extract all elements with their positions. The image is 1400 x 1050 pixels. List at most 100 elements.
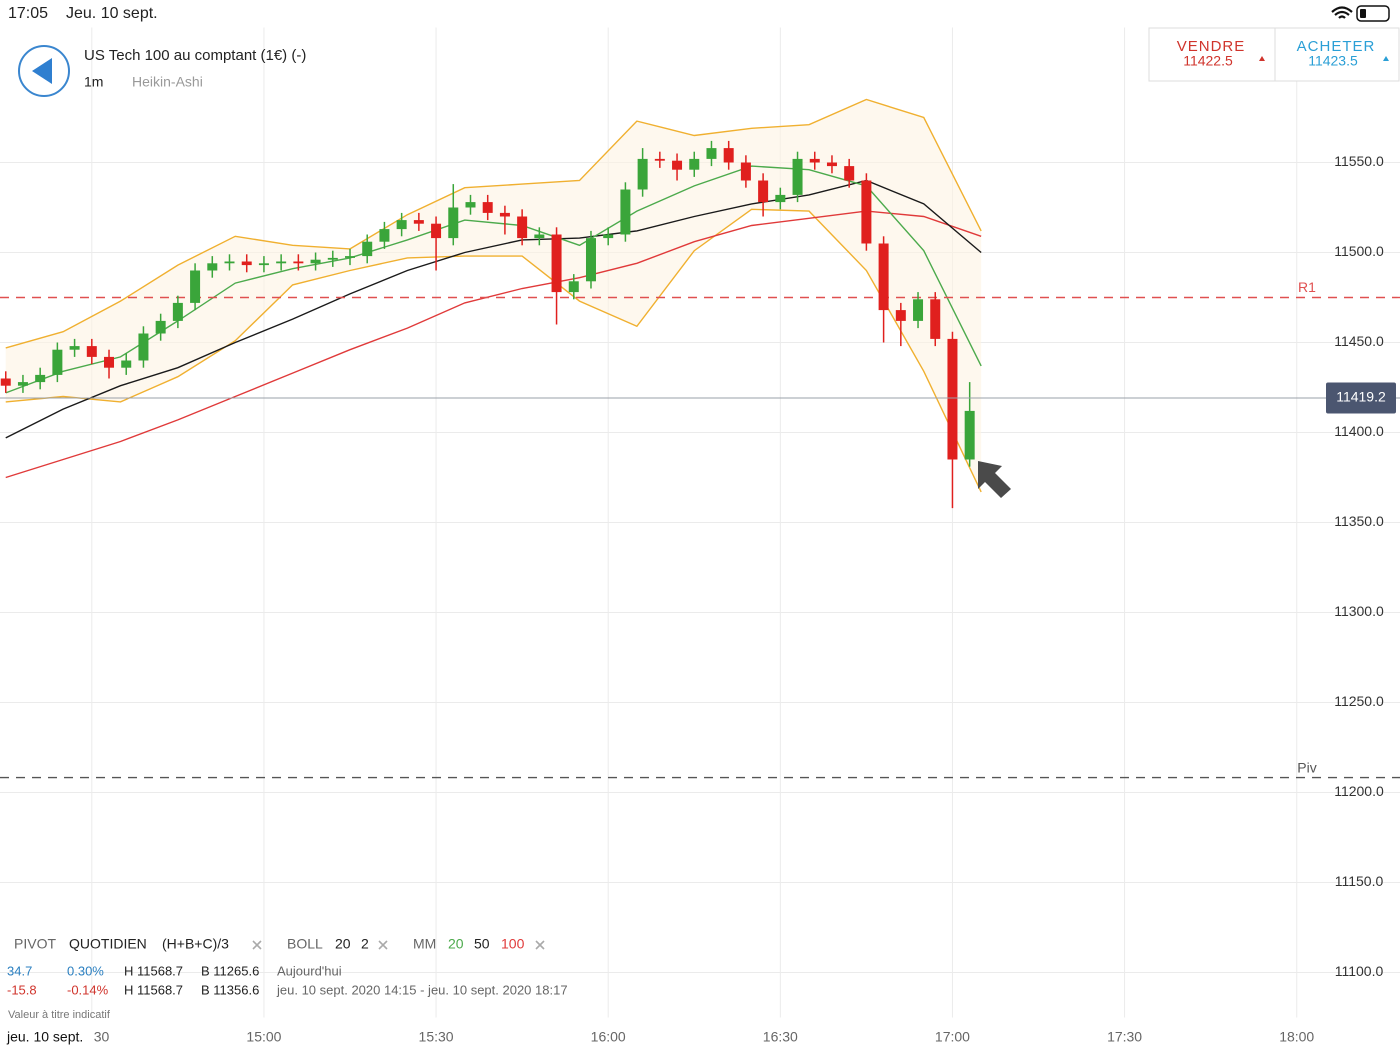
last-price-tag (1326, 382, 1396, 414)
change-pct: -0.14% (67, 982, 109, 997)
date-label: jeu. 10 sept. (6, 1029, 83, 1045)
boll-lower-line (5, 208, 982, 493)
candle-body (861, 180, 872, 244)
legend-boll: BOLL (287, 936, 323, 952)
instrument-title: US Tech 100 au comptant (1€) (-) (84, 47, 306, 64)
candle-body (758, 180, 769, 203)
y-tick-label: 11500.0 (1334, 243, 1384, 259)
high: H 11568.7 (124, 982, 183, 997)
candle-body (69, 346, 80, 350)
remove-mm[interactable] (535, 940, 545, 950)
change: 34.7 (7, 963, 32, 978)
interval[interactable]: 1m (84, 74, 103, 90)
sell-price[interactable]: 11422.5 (1183, 53, 1233, 69)
candle-body (930, 299, 941, 339)
candle-body (534, 234, 545, 239)
x-tick-label: 17:30 (1107, 1029, 1142, 1045)
bollinger-band (5, 99, 982, 492)
legend-boll-dev: 2 (361, 936, 369, 952)
change-pct: 0.30% (67, 963, 104, 978)
candle-body (431, 223, 442, 239)
candle-body (689, 158, 700, 170)
candle-body (792, 158, 803, 195)
quote-frame (1148, 27, 1400, 82)
remove-boll[interactable] (378, 940, 388, 950)
candle-body (654, 158, 665, 161)
clock: 17:05 (8, 5, 48, 22)
candle-body (740, 162, 751, 181)
candle-body (775, 194, 786, 203)
candle-body (413, 220, 424, 224)
quote-box: VENDRE 11422.5 ACHETER 11423.5 (1148, 27, 1400, 82)
ma50-line (5, 179, 982, 439)
candle-body (482, 202, 493, 213)
candle-body (155, 320, 166, 334)
x-tick-label: 15:30 (419, 1029, 454, 1045)
candle-body (241, 261, 252, 266)
candle-body (138, 333, 149, 361)
candle-body (362, 241, 373, 257)
x-tick-label: 15:00 (246, 1029, 281, 1045)
x-tick-label: 17:00 (935, 1029, 970, 1045)
battery-icon (1356, 5, 1390, 22)
status-bar: 17:05 Jeu. 10 sept. (8, 5, 1390, 22)
buy-price[interactable]: 11423.5 (1308, 53, 1358, 69)
candle-body (224, 261, 235, 264)
candle-body (258, 263, 269, 266)
plot-layer: R1 Piv 11419.2 (0, 98, 1400, 779)
candle-body (190, 270, 201, 303)
date-label-bg (0, 1027, 94, 1049)
low: B 11356.6 (201, 982, 259, 997)
header[interactable]: US Tech 100 au comptant (1€) (-) 1m Heik… (18, 45, 306, 97)
low: B 11265.6 (201, 963, 259, 978)
candle-body (620, 189, 631, 235)
level-label: R1 (1298, 279, 1316, 295)
sell-label[interactable]: VENDRE (1177, 38, 1246, 55)
candle-body (327, 257, 338, 260)
y-tick-label: 11100.0 (1335, 963, 1384, 979)
legend-mm: MM (413, 936, 436, 952)
range: Aujourd'hui (277, 963, 342, 978)
candle-body (345, 256, 355, 258)
candle-body (172, 302, 183, 321)
y-tick-label: 11400.0 (1334, 423, 1384, 439)
stats: 34.7 0.30% H 11568.7 B 11265.6 Aujourd'h… (7, 963, 568, 1020)
pointer-arrow (978, 461, 1011, 498)
candle-body (551, 234, 562, 293)
remove-pivot[interactable] (252, 940, 262, 950)
candle-body (465, 202, 476, 208)
battery-level (1360, 9, 1366, 18)
candle-body (706, 148, 717, 159)
candle-body (585, 238, 596, 282)
legend-period: QUOTIDIEN (69, 936, 147, 952)
legend-mm2: 50 (474, 936, 490, 952)
candle-body (826, 162, 837, 167)
legend-mm1: 20 (448, 936, 464, 952)
candle-body (293, 261, 304, 264)
chart-style[interactable]: Heikin-Ashi (132, 74, 203, 90)
candle-body (964, 410, 975, 460)
x-tick-label: 16:30 (763, 1029, 798, 1045)
candle-body (568, 281, 579, 293)
legend-boll-period: 20 (335, 936, 351, 952)
candle-body (878, 243, 889, 311)
candle-body (86, 346, 97, 357)
candle-body (207, 263, 218, 271)
high: H 11568.7 (124, 963, 183, 978)
x-axis: 11100.0 11150.0 11200.0 11250.0 11300.0 11350… (74, 153, 1384, 1045)
legend-pivot: PIVOT (14, 936, 56, 952)
candle-body (121, 360, 132, 368)
ma20-line (5, 165, 982, 394)
candle-body (913, 299, 924, 321)
buy-label[interactable]: ACHETER (1297, 38, 1376, 55)
candle-body (672, 160, 683, 170)
indicator-legend[interactable]: PIVOT QUOTIDIEN (H+B+C)/3 BOLL 20 2 MM 2… (14, 936, 545, 952)
candle-body (379, 229, 390, 242)
candle-body (52, 349, 63, 375)
y-tick-label: 11300.0 (1334, 603, 1384, 619)
ma100-line (5, 210, 982, 479)
wifi-icon (1331, 6, 1353, 19)
candle-body (310, 259, 321, 264)
candle-body (35, 374, 46, 383)
